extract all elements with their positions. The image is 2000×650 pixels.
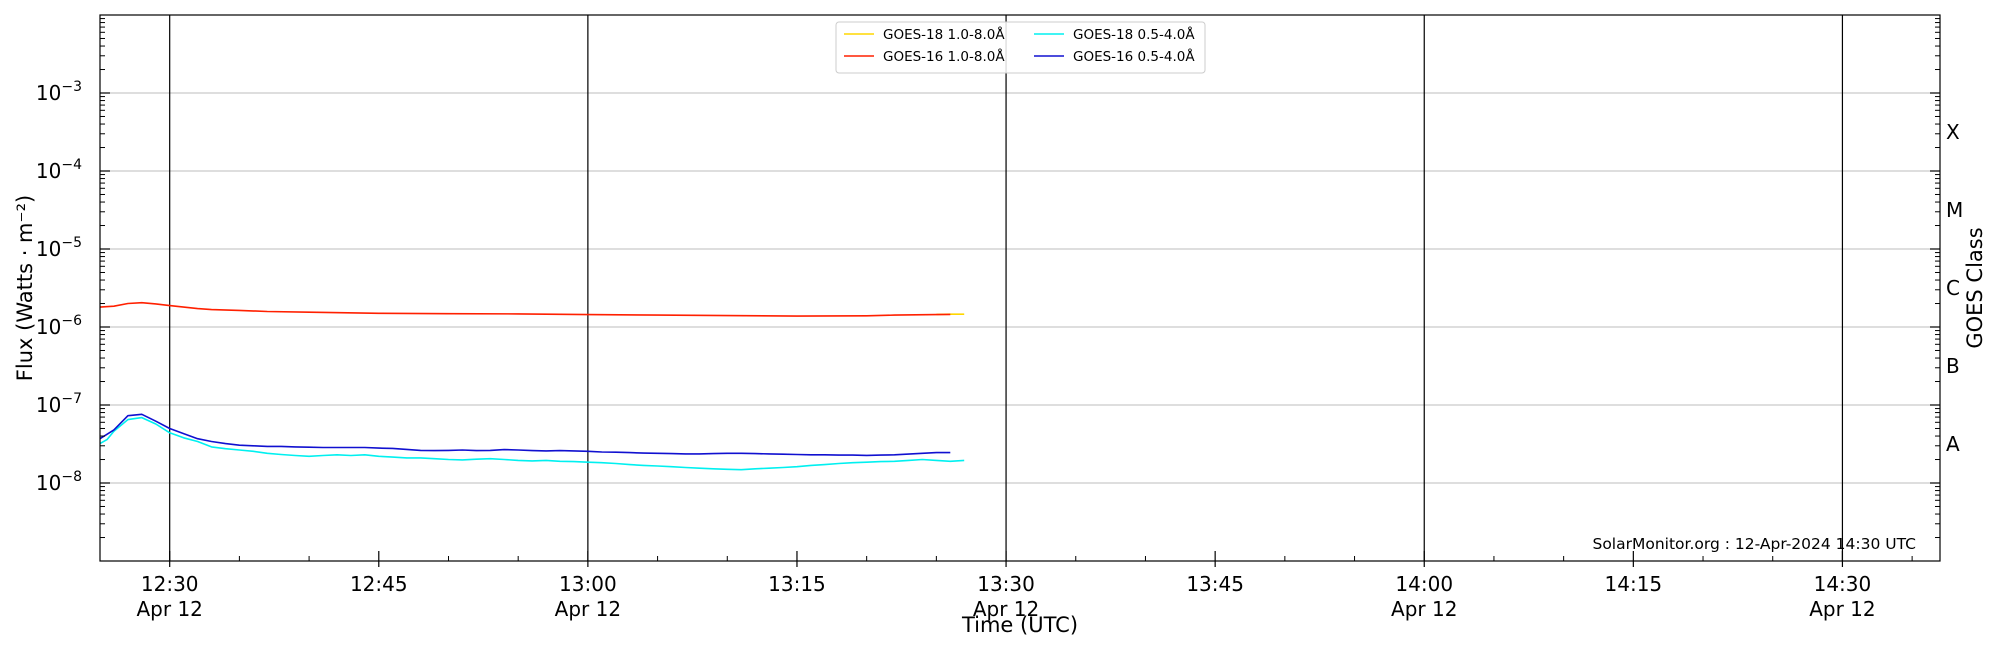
x-axis-title: Time (UTC) (961, 613, 1078, 637)
x-tick-label: 14:30 (1814, 572, 1872, 596)
x-tick-date-label: Apr 12 (1391, 597, 1457, 621)
y-axis-title: Flux (Watts · m⁻²) (13, 195, 37, 381)
goes-class-ticks: X M C B A (1946, 120, 1963, 456)
goes-class-label: M (1946, 198, 1963, 222)
y-tick-exponent: −4 (61, 157, 82, 173)
goes-class-label: X (1946, 120, 1960, 144)
y-tick-exponent: −7 (61, 391, 82, 407)
plot-frame (99, 14, 1941, 562)
legend: GOES-18 1.0-8.0Å GOES-16 1.0-8.0Å GOES-18 … (835, 21, 1206, 74)
goes-class-label: B (1946, 354, 1960, 378)
minor-tick-layer (100, 18, 1940, 539)
legend-label: GOES-16 1.0-8.0Å (883, 48, 1005, 65)
series-line-goes-16-1-0-8-0 (99, 301, 951, 317)
x-tick-date-label: Apr 12 (136, 597, 202, 621)
y-tick-label: 10−8 (36, 469, 82, 495)
x-tick-date-label: Apr 12 (1809, 597, 1875, 621)
legend-box (835, 21, 1206, 74)
series-line-goes-18-0-5-4-0 (99, 416, 965, 471)
series-layer (99, 301, 965, 471)
x-tick-label: 12:45 (350, 572, 408, 596)
x-tick-label: 14:15 (1605, 572, 1663, 596)
vertical-line-layer (169, 15, 1844, 561)
y-tick-exponent: −5 (61, 235, 82, 251)
y-tick-exponent: −8 (61, 469, 82, 485)
x-tick-label: 13:00 (559, 572, 617, 596)
y-tick-exponent: −6 (61, 313, 82, 329)
x-tick-date-label: Apr 12 (555, 597, 621, 621)
y-axis-ticks: 10−3 10−4 10−5 10−6 10−7 10−8 (36, 79, 82, 495)
x-tick-label: 12:30 (141, 572, 199, 596)
y-tick-label: 10−3 (36, 79, 82, 105)
grid-layer (100, 92, 1940, 484)
goes-class-label: A (1946, 432, 1960, 456)
x-tick-label: 13:15 (768, 572, 826, 596)
y-tick-label: 10−6 (36, 313, 82, 339)
y-tick-exponent: −3 (61, 79, 82, 95)
legend-label: GOES-18 1.0-8.0Å (883, 26, 1005, 43)
x-tick-date-label: Apr 12 (973, 597, 1039, 621)
series-line-goes-16-0-5-4-0 (99, 413, 951, 457)
x-tick-label: 14:00 (1395, 572, 1453, 596)
x-tick-label: 13:45 (1186, 572, 1244, 596)
y-tick-label: 10−4 (36, 157, 82, 183)
legend-label: GOES-16 0.5-4.0Å (1073, 48, 1195, 65)
x-tick-label: 13:30 (977, 572, 1035, 596)
credit-annotation: SolarMonitor.org : 12-Apr-2024 14:30 UTC (1592, 535, 1916, 553)
legend-items: GOES-18 1.0-8.0Å GOES-16 1.0-8.0Å GOES-18 … (844, 26, 1195, 65)
legend-label: GOES-18 0.5-4.0Å (1073, 26, 1195, 43)
y-tick-label: 10−7 (36, 391, 82, 417)
y2-axis-title: GOES Class (1963, 227, 1987, 348)
y-tick-label: 10−5 (36, 235, 82, 261)
goes-class-label: C (1946, 276, 1960, 300)
